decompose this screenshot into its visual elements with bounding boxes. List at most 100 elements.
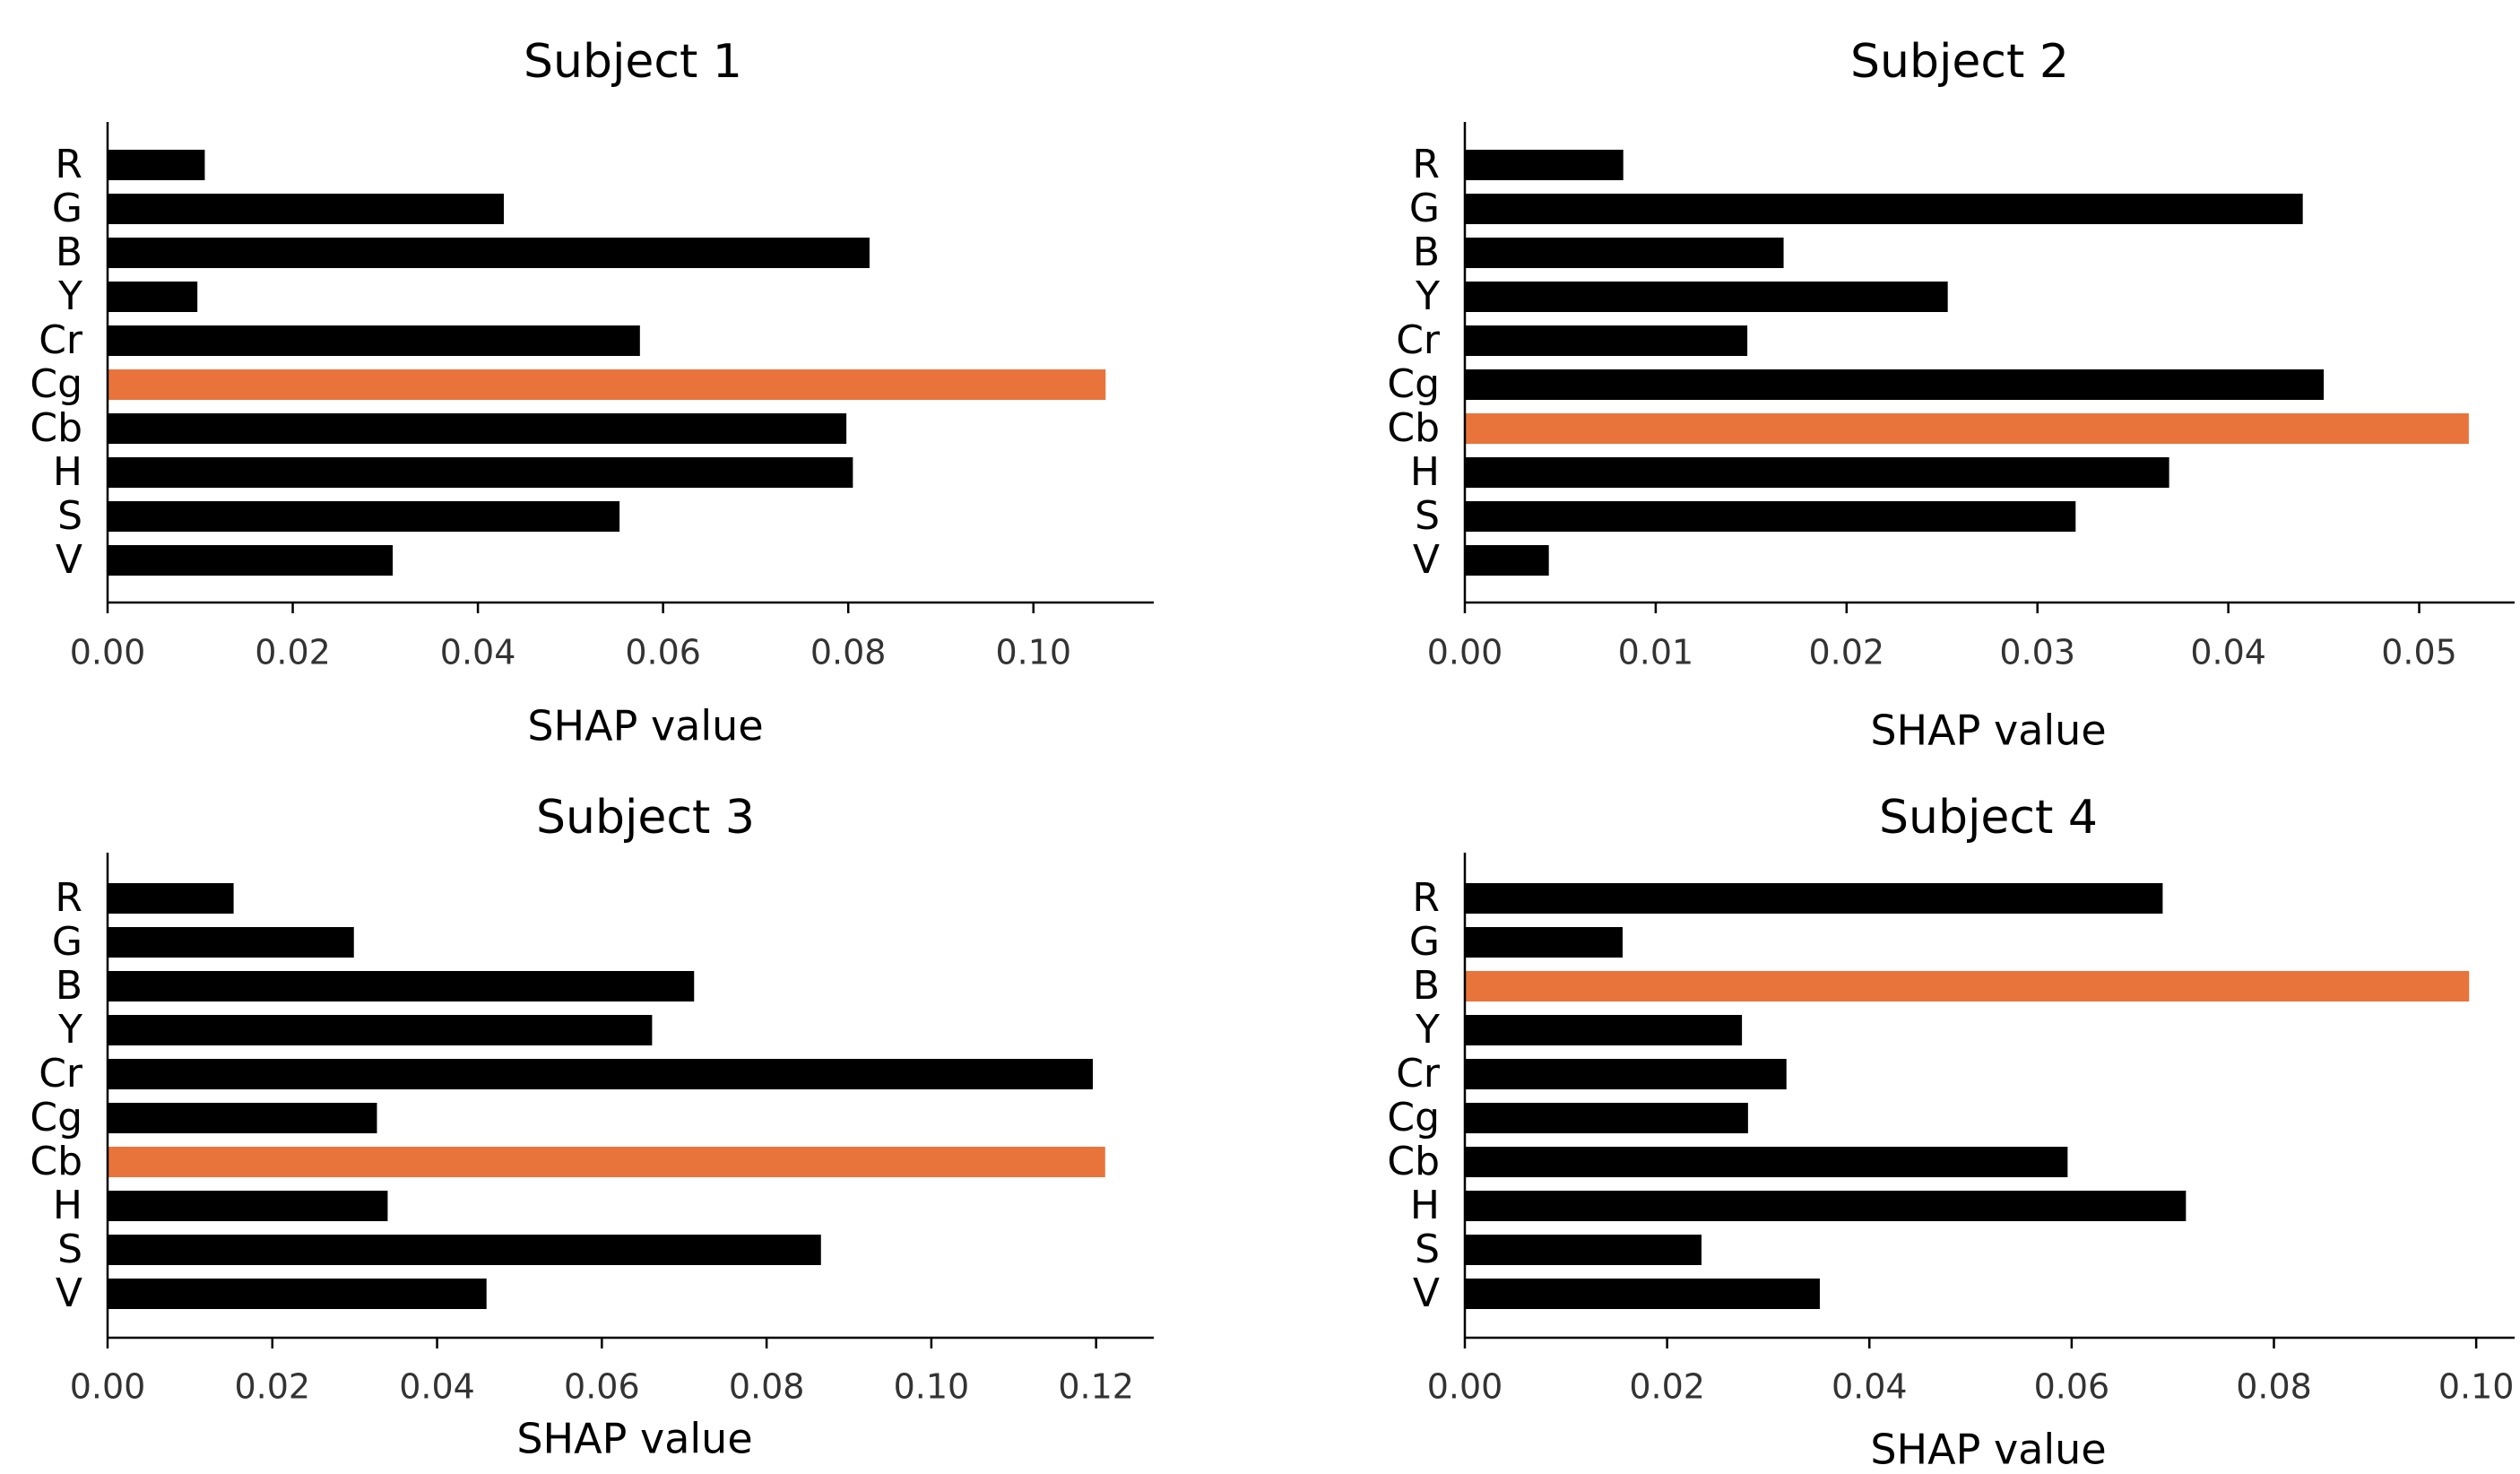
x-tick-label: 0.08 bbox=[810, 633, 887, 672]
y-tick-label-r: R bbox=[1412, 142, 1440, 187]
x-tick-label: 0.03 bbox=[1999, 633, 2075, 672]
x-tick-label: 0.02 bbox=[1629, 1367, 1705, 1407]
x-tick-label: 0.04 bbox=[2190, 633, 2266, 672]
bar-s bbox=[1465, 501, 2076, 532]
x-tick-label: 0.00 bbox=[1427, 1367, 1503, 1407]
chart-title: Subject 2 bbox=[1850, 35, 2069, 89]
bar-h bbox=[1465, 1191, 2187, 1221]
x-tick-label: 0.10 bbox=[2438, 1367, 2515, 1407]
bar-h bbox=[108, 1191, 388, 1221]
x-tick-label: 0.06 bbox=[564, 1367, 640, 1407]
y-tick-label-r: R bbox=[1412, 875, 1440, 921]
x-tick-label: 0.00 bbox=[70, 633, 146, 672]
y-tick-label-cb: Cb bbox=[1387, 405, 1440, 451]
x-tick-label: 0.04 bbox=[440, 633, 516, 672]
x-tick-label: 0.02 bbox=[234, 1367, 310, 1407]
y-tick-label-cg: Cg bbox=[1387, 361, 1440, 407]
y-tick-label-g: G bbox=[1409, 919, 1440, 965]
bar-r bbox=[1465, 150, 1624, 180]
bar-s bbox=[108, 501, 620, 532]
bar-y bbox=[108, 1015, 653, 1045]
bar-cr bbox=[108, 1059, 1094, 1089]
bar-h bbox=[108, 457, 853, 488]
bar-cb bbox=[108, 413, 847, 444]
y-tick-label-g: G bbox=[52, 186, 82, 231]
bar-cg bbox=[108, 1103, 377, 1133]
x-axis-label: SHAP value bbox=[1870, 707, 2106, 755]
y-tick-label-cg: Cg bbox=[1387, 1095, 1440, 1140]
bar-b bbox=[1465, 238, 1784, 268]
x-tick-label: 0.08 bbox=[729, 1367, 805, 1407]
x-axis-label: SHAP value bbox=[1870, 1426, 2106, 1474]
y-tick-label-b: B bbox=[1413, 230, 1440, 275]
x-tick-label: 0.01 bbox=[1618, 633, 1694, 672]
x-tick-label: 0.06 bbox=[625, 633, 701, 672]
bar-cb bbox=[1465, 1147, 2068, 1177]
bar-h bbox=[1465, 457, 2169, 488]
y-tick-label-r: R bbox=[55, 142, 82, 187]
bar-cb bbox=[1465, 413, 2469, 444]
bar-y bbox=[1465, 1015, 1743, 1045]
bar-r bbox=[1465, 883, 2163, 914]
y-tick-label-r: R bbox=[55, 875, 82, 921]
bar-y bbox=[108, 282, 198, 312]
bar-r bbox=[108, 150, 205, 180]
y-tick-label-cb: Cb bbox=[30, 1139, 82, 1184]
y-tick-label-y: Y bbox=[57, 1007, 82, 1053]
x-tick-label: 0.04 bbox=[1832, 1367, 1908, 1407]
bar-s bbox=[108, 1235, 821, 1265]
y-tick-label-h: H bbox=[1410, 1183, 1440, 1228]
y-tick-label-v: V bbox=[56, 1270, 82, 1316]
y-tick-label-cr: Cr bbox=[39, 317, 83, 363]
bar-s bbox=[1465, 1235, 1702, 1265]
x-tick-label: 0.05 bbox=[2381, 633, 2457, 672]
bar-v bbox=[108, 545, 394, 576]
x-tick-label: 0.12 bbox=[1058, 1367, 1134, 1407]
x-tick-label: 0.00 bbox=[70, 1367, 146, 1407]
x-tick-label: 0.10 bbox=[894, 1367, 970, 1407]
x-tick-label: 0.00 bbox=[1427, 633, 1503, 672]
x-axis-label: SHAP value bbox=[516, 1415, 752, 1463]
bar-g bbox=[108, 194, 505, 224]
y-tick-label-y: Y bbox=[57, 273, 82, 319]
y-tick-label-cb: Cb bbox=[1387, 1139, 1440, 1184]
bar-cb bbox=[108, 1147, 1105, 1177]
y-tick-label-h: H bbox=[1410, 449, 1440, 495]
bar-b bbox=[1465, 971, 2470, 1001]
bar-v bbox=[1465, 1279, 1820, 1309]
bar-cr bbox=[1465, 325, 1748, 356]
bar-v bbox=[108, 1279, 487, 1309]
y-tick-label-g: G bbox=[52, 919, 82, 965]
bar-g bbox=[1465, 927, 1623, 958]
y-tick-label-y: Y bbox=[1415, 1007, 1440, 1053]
x-tick-label: 0.06 bbox=[2034, 1367, 2110, 1407]
y-tick-label-v: V bbox=[1413, 537, 1440, 583]
bar-g bbox=[108, 927, 354, 958]
bar-cr bbox=[108, 325, 640, 356]
bar-y bbox=[1465, 282, 1948, 312]
bar-b bbox=[108, 971, 695, 1001]
y-tick-label-v: V bbox=[56, 537, 82, 583]
y-tick-label-cg: Cg bbox=[30, 1095, 82, 1140]
y-tick-label-v: V bbox=[1413, 1270, 1440, 1316]
x-tick-label: 0.02 bbox=[1809, 633, 1885, 672]
y-tick-label-b: B bbox=[56, 230, 82, 275]
y-tick-label-s: S bbox=[57, 493, 82, 539]
y-tick-label-cb: Cb bbox=[30, 405, 82, 451]
bar-v bbox=[1465, 545, 1549, 576]
x-tick-label: 0.04 bbox=[399, 1367, 475, 1407]
bar-g bbox=[1465, 194, 2303, 224]
bar-r bbox=[108, 883, 234, 914]
bar-b bbox=[108, 238, 870, 268]
bar-cg bbox=[1465, 369, 2325, 400]
chart-title: Subject 3 bbox=[536, 791, 755, 845]
y-tick-label-s: S bbox=[1415, 493, 1440, 539]
y-tick-label-g: G bbox=[1409, 186, 1440, 231]
x-axis-label: SHAP value bbox=[527, 702, 763, 750]
y-tick-label-b: B bbox=[1413, 963, 1440, 1009]
